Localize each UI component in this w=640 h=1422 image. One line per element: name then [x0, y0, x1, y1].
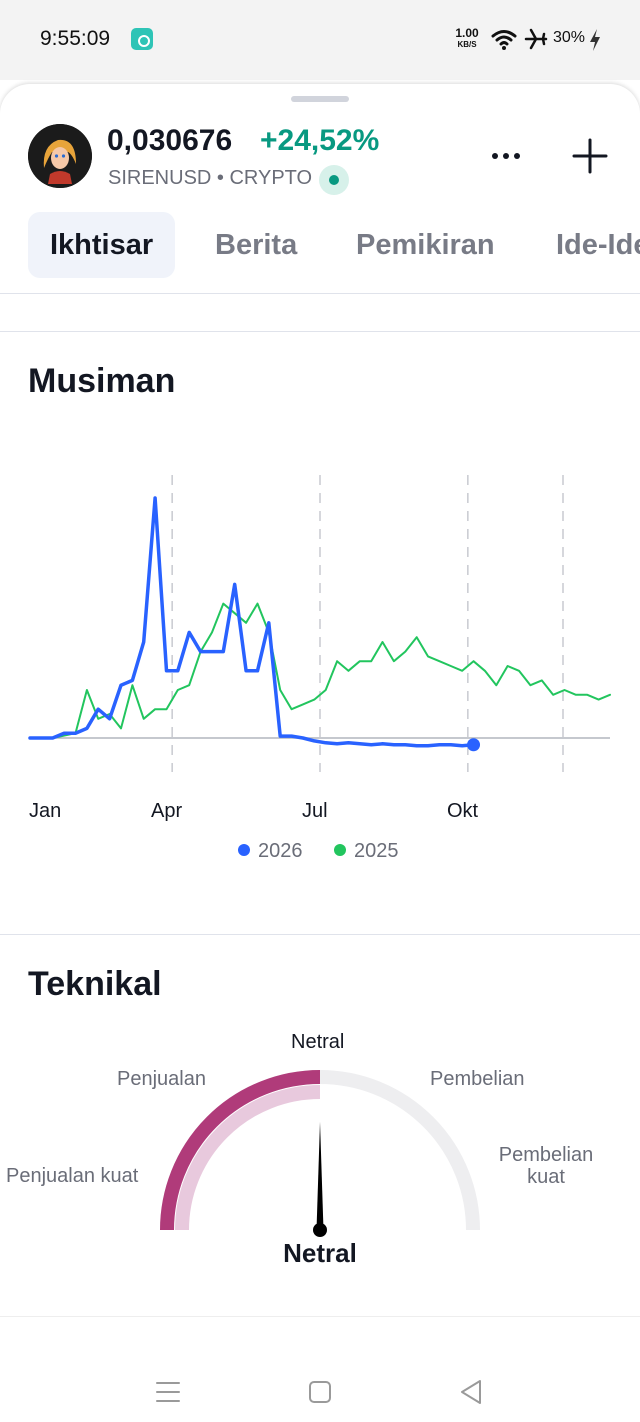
- price-change: +24,52%: [260, 124, 380, 157]
- technical-gauge[interactable]: [0, 1020, 640, 1280]
- app-notification-icon: [131, 28, 153, 50]
- gauge-label-strong-buy-line2: kuat: [527, 1166, 565, 1188]
- airplane-mode-icon: [524, 28, 548, 50]
- gauge-label-strong-sell: Penjualan kuat: [6, 1165, 139, 1187]
- gauge-label-neutral: Netral: [291, 1031, 345, 1053]
- section-divider: [0, 331, 640, 332]
- menu-icon[interactable]: [148, 1372, 188, 1412]
- legend-2025-label: 2025: [354, 840, 399, 862]
- network-speed-value: 1.00: [455, 26, 479, 40]
- month-label-apr: Apr: [151, 800, 183, 822]
- tab-pemikiran[interactable]: Pemikiran: [356, 229, 495, 261]
- legend-2026[interactable]: 2026: [238, 840, 303, 863]
- system-nav-bar: [0, 1316, 640, 1422]
- gauge-value: Netral: [283, 1238, 357, 1268]
- gauge-label-strong-buy: Pembelian kuat: [492, 1144, 600, 1188]
- tab-divider: [0, 293, 640, 294]
- seasonal-title: Musiman: [28, 362, 176, 400]
- tab-bar: Ikhtisar Berita Pemikiran Ide-Ide: [0, 212, 640, 280]
- seasonal-chart[interactable]: [0, 460, 640, 780]
- section-divider-2: [0, 934, 640, 935]
- series-line-2025: [29, 602, 611, 739]
- price-value: 0,030676: [107, 124, 233, 157]
- avatar-logo: [28, 124, 92, 188]
- legend-2025-dot: [334, 844, 346, 856]
- symbol-label: SIRENUSD • CRYPTO: [108, 167, 313, 189]
- gauge-label-sell: Penjualan: [117, 1068, 206, 1090]
- sheet-drag-handle[interactable]: [291, 96, 349, 102]
- tab-ikhtisar[interactable]: Ikhtisar: [28, 212, 176, 278]
- gauge-fill-light: [175, 1085, 321, 1231]
- legend-2026-dot: [238, 844, 250, 856]
- network-speed: 1.00 KB/S: [450, 26, 484, 50]
- live-status-icon: [319, 165, 349, 195]
- status-time: 9:55:09: [40, 27, 111, 50]
- more-icon: [492, 153, 520, 159]
- series-line-2026: [28, 496, 476, 748]
- gauge-needle: [316, 1122, 324, 1230]
- tab-ide-ide[interactable]: Ide-Ide: [556, 229, 640, 261]
- network-speed-unit: KB/S: [457, 40, 477, 49]
- charging-bolt-icon: [590, 29, 600, 51]
- wifi-icon: [491, 30, 517, 50]
- more-button[interactable]: [486, 138, 526, 174]
- gauge-needle-hub: [313, 1223, 327, 1237]
- series-2026-last-point: [467, 738, 481, 752]
- gauge-label-strong-buy-line1: Pembelian: [498, 1144, 594, 1166]
- tab-berita[interactable]: Berita: [215, 229, 298, 261]
- legend-2026-label: 2026: [258, 840, 303, 862]
- home-icon[interactable]: [300, 1372, 340, 1412]
- gauge-fill: [160, 1070, 321, 1231]
- add-icon: [572, 138, 608, 174]
- status-bar: 9:55:09 1.00 KB/S 30%: [0, 0, 640, 80]
- gauge-label-buy: Pembelian: [430, 1068, 525, 1090]
- technical-title: Teknikal: [28, 965, 162, 1003]
- legend-2025[interactable]: 2025: [334, 840, 399, 863]
- back-icon[interactable]: [452, 1372, 492, 1412]
- month-label-okt: Okt: [447, 800, 479, 822]
- battery-level: 30%: [553, 29, 586, 46]
- add-to-watchlist-button[interactable]: [568, 134, 612, 178]
- month-label-jan: Jan: [29, 800, 62, 822]
- month-label-jul: Jul: [302, 800, 328, 822]
